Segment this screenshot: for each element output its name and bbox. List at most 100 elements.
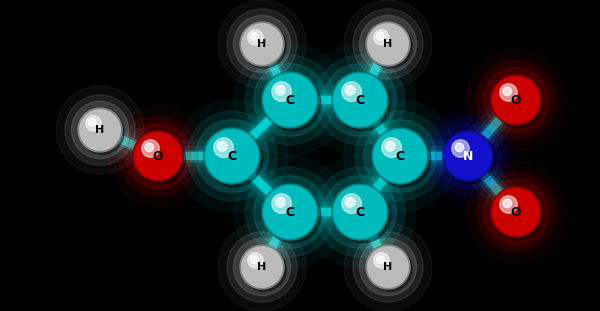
Circle shape xyxy=(272,194,292,213)
Circle shape xyxy=(242,247,286,291)
Circle shape xyxy=(275,197,285,207)
Text: H: H xyxy=(257,39,266,49)
Circle shape xyxy=(136,133,185,183)
Circle shape xyxy=(240,22,284,66)
Circle shape xyxy=(353,9,423,79)
Circle shape xyxy=(204,128,260,184)
Circle shape xyxy=(355,111,445,201)
Circle shape xyxy=(364,120,436,193)
Circle shape xyxy=(268,78,310,120)
Circle shape xyxy=(217,141,227,151)
Circle shape xyxy=(245,167,335,257)
Circle shape xyxy=(342,82,361,101)
Circle shape xyxy=(250,32,258,40)
Circle shape xyxy=(455,143,464,152)
Circle shape xyxy=(233,239,290,295)
Circle shape xyxy=(382,138,401,157)
Circle shape xyxy=(265,187,321,243)
Circle shape xyxy=(125,123,191,188)
Circle shape xyxy=(118,116,198,196)
Circle shape xyxy=(436,123,500,188)
Circle shape xyxy=(496,80,533,118)
Circle shape xyxy=(214,138,233,157)
Circle shape xyxy=(500,84,517,101)
Circle shape xyxy=(377,134,419,176)
Circle shape xyxy=(344,100,456,212)
Circle shape xyxy=(346,85,355,95)
Circle shape xyxy=(304,44,416,156)
Circle shape xyxy=(335,187,391,243)
Circle shape xyxy=(466,162,566,262)
Text: H: H xyxy=(95,125,104,135)
Circle shape xyxy=(176,100,288,212)
Circle shape xyxy=(344,223,432,311)
Circle shape xyxy=(418,106,518,206)
Circle shape xyxy=(262,72,318,128)
Circle shape xyxy=(500,196,517,213)
Text: O: O xyxy=(152,150,163,163)
Circle shape xyxy=(245,55,335,145)
Circle shape xyxy=(138,136,176,174)
Circle shape xyxy=(254,64,326,137)
Text: C: C xyxy=(355,94,365,106)
Circle shape xyxy=(374,253,389,268)
Text: O: O xyxy=(511,206,521,219)
Circle shape xyxy=(262,184,318,240)
Circle shape xyxy=(484,179,548,244)
Circle shape xyxy=(353,232,423,302)
Circle shape xyxy=(196,120,268,193)
Text: C: C xyxy=(286,94,295,106)
Circle shape xyxy=(375,131,431,187)
Circle shape xyxy=(491,75,541,125)
Circle shape xyxy=(315,55,405,145)
Circle shape xyxy=(428,116,508,196)
Circle shape xyxy=(359,239,416,295)
Circle shape xyxy=(491,187,541,237)
Circle shape xyxy=(304,156,416,268)
Circle shape xyxy=(248,253,263,268)
Text: C: C xyxy=(355,206,365,219)
Circle shape xyxy=(254,176,326,248)
Circle shape xyxy=(376,255,384,263)
Circle shape xyxy=(56,86,144,174)
Circle shape xyxy=(332,72,388,128)
Circle shape xyxy=(335,75,391,131)
Circle shape xyxy=(374,30,389,45)
Circle shape xyxy=(227,9,297,79)
Circle shape xyxy=(484,67,548,132)
Circle shape xyxy=(372,128,428,184)
Circle shape xyxy=(88,118,96,126)
Circle shape xyxy=(218,223,306,311)
Circle shape xyxy=(233,16,290,72)
Circle shape xyxy=(65,95,135,165)
Circle shape xyxy=(86,116,101,131)
Circle shape xyxy=(503,199,512,208)
Circle shape xyxy=(248,30,263,45)
Circle shape xyxy=(443,131,493,181)
Circle shape xyxy=(272,82,292,101)
Circle shape xyxy=(338,78,380,120)
Circle shape xyxy=(452,140,469,157)
Circle shape xyxy=(366,245,410,289)
Circle shape xyxy=(80,110,124,154)
Circle shape xyxy=(466,50,566,150)
Circle shape xyxy=(71,101,128,159)
Circle shape xyxy=(370,26,403,59)
Circle shape xyxy=(366,22,410,66)
Circle shape xyxy=(82,112,115,146)
Circle shape xyxy=(234,44,346,156)
Circle shape xyxy=(476,60,556,140)
Circle shape xyxy=(227,232,297,302)
Circle shape xyxy=(323,64,397,137)
Circle shape xyxy=(346,197,355,207)
Circle shape xyxy=(275,85,285,95)
Circle shape xyxy=(368,247,412,291)
Circle shape xyxy=(133,131,183,181)
Circle shape xyxy=(496,192,533,230)
Circle shape xyxy=(268,190,310,232)
Circle shape xyxy=(448,136,485,174)
Circle shape xyxy=(234,156,346,268)
Circle shape xyxy=(265,75,321,131)
Circle shape xyxy=(244,249,277,282)
Circle shape xyxy=(368,24,412,68)
